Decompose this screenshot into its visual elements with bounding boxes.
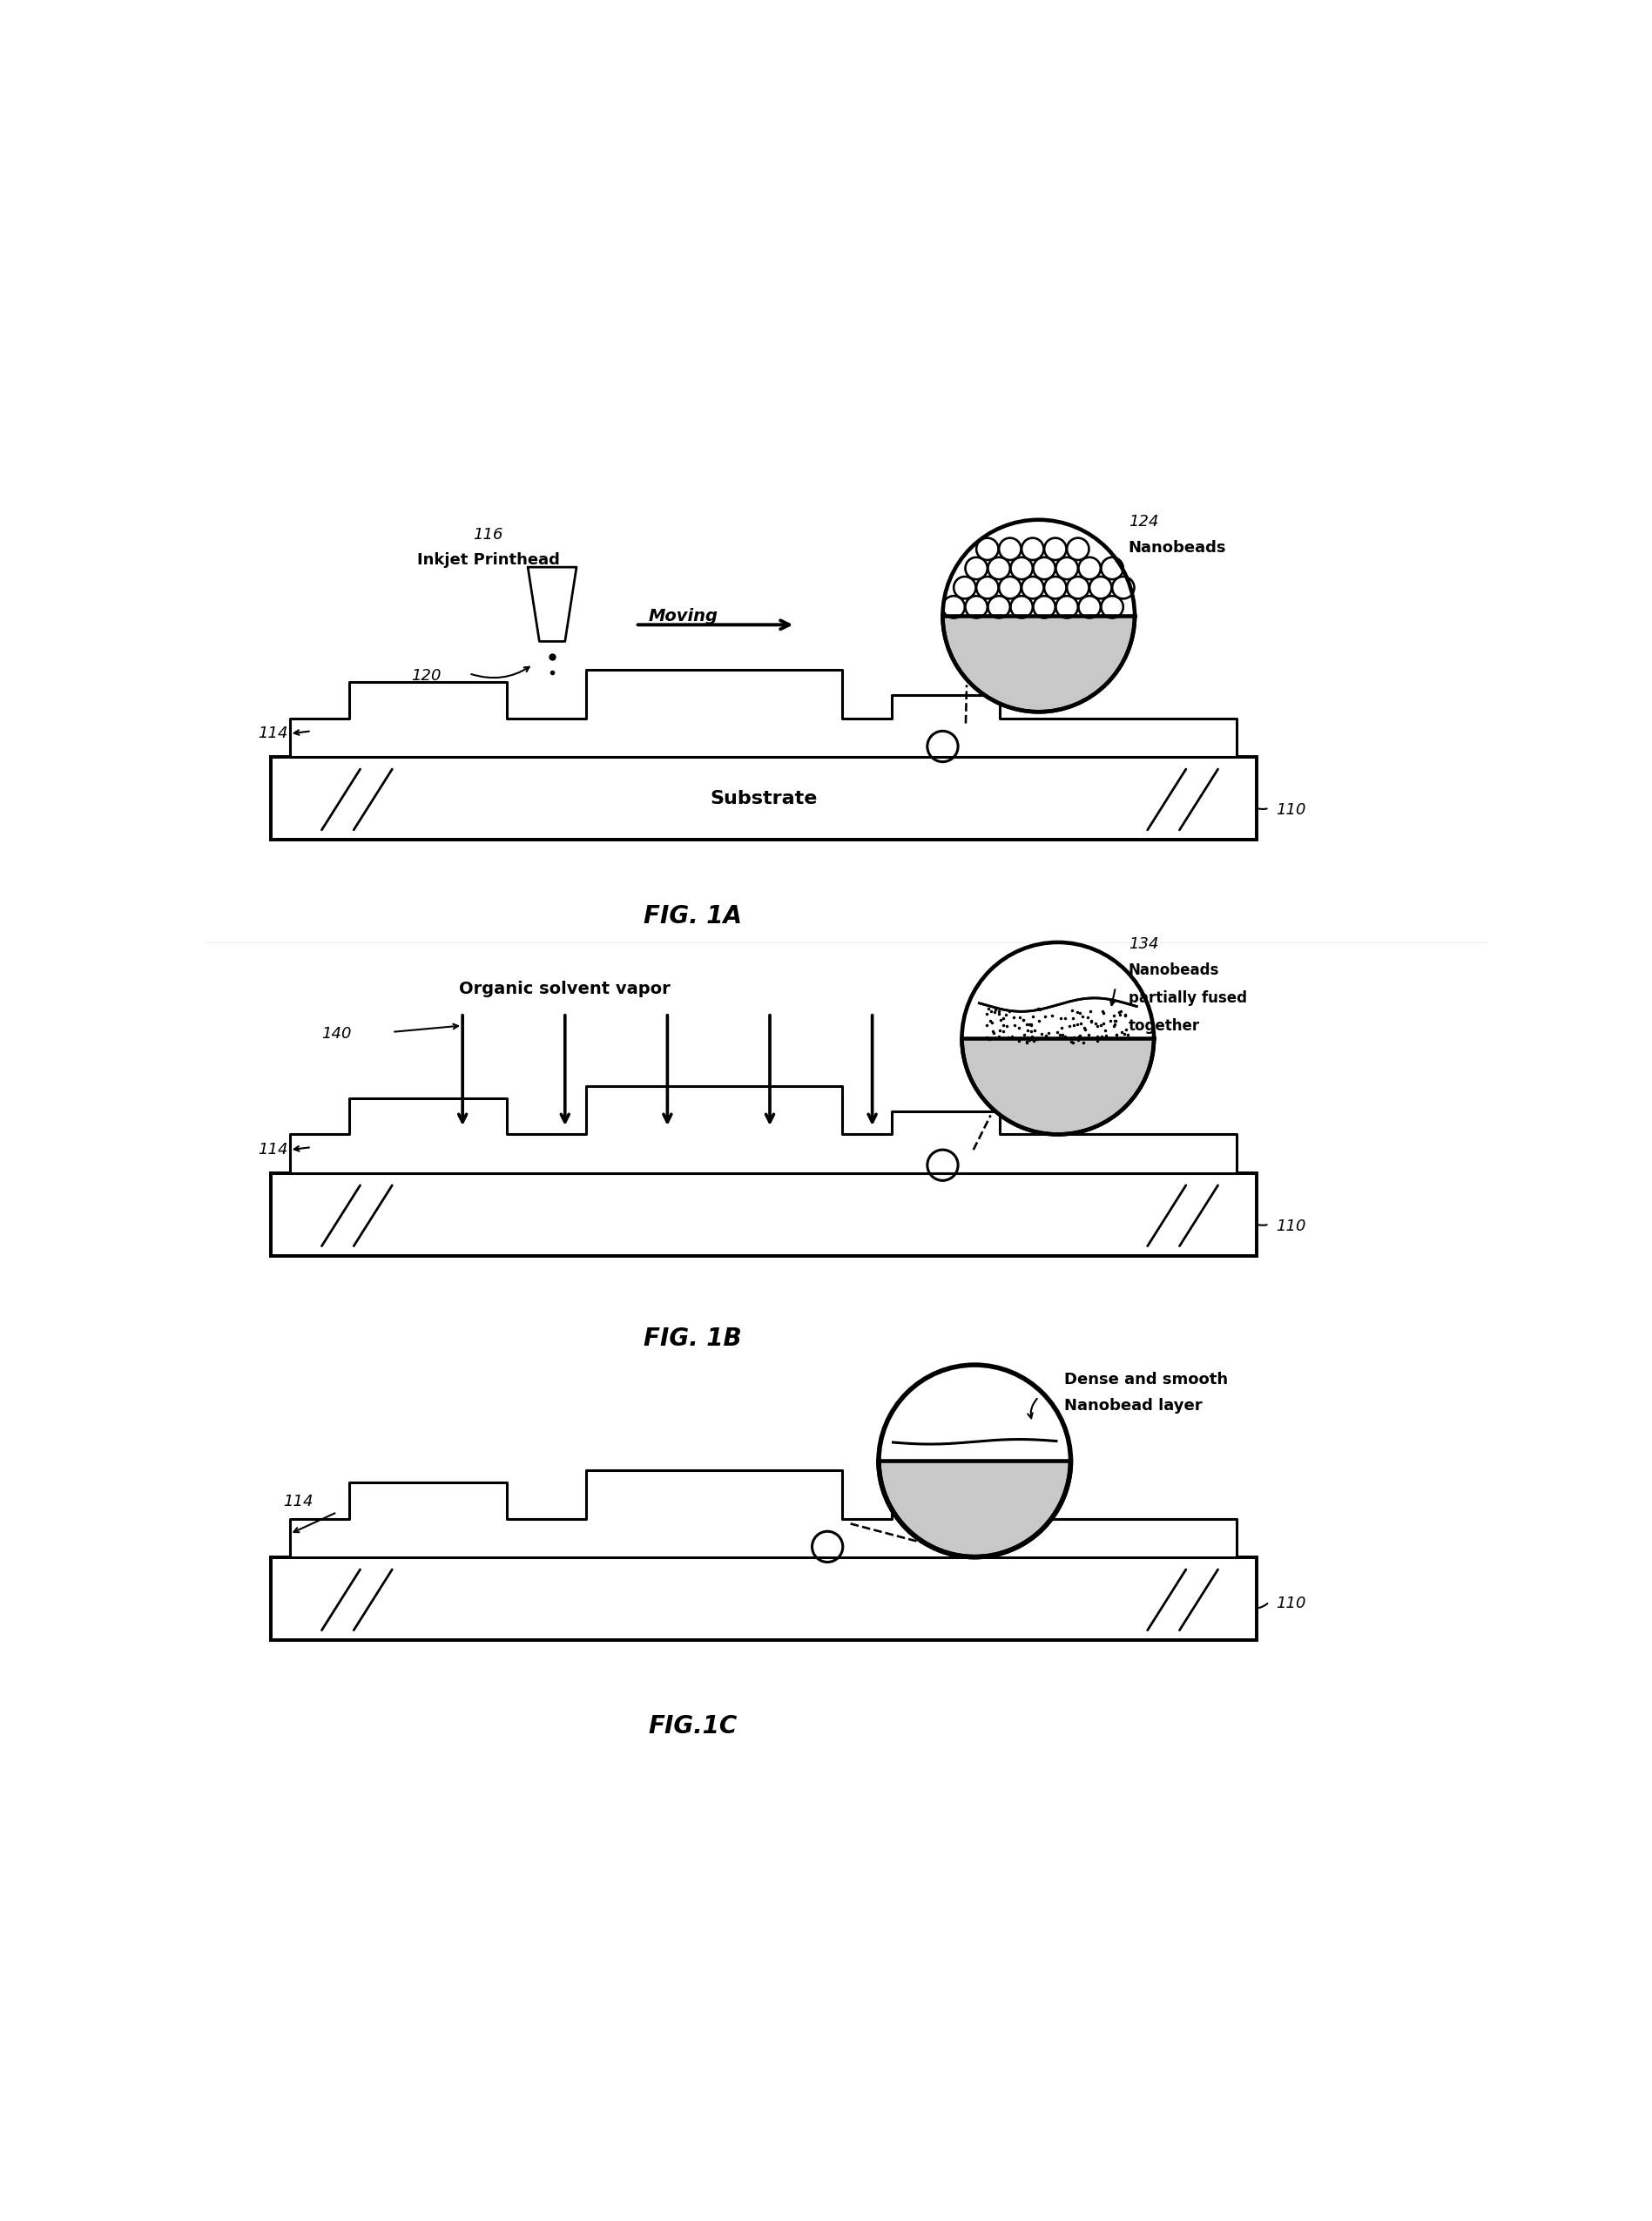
- Text: partially fused: partially fused: [1128, 991, 1247, 1006]
- Polygon shape: [291, 669, 1237, 757]
- Text: 110: 110: [1275, 1219, 1305, 1235]
- Polygon shape: [879, 1461, 1070, 1557]
- Text: Organic solvent vapor: Organic solvent vapor: [459, 979, 671, 997]
- Text: Moving: Moving: [648, 609, 719, 624]
- Text: 114: 114: [258, 1142, 287, 1157]
- Text: FIG. 1B: FIG. 1B: [644, 1326, 742, 1350]
- Bar: [271, 1557, 1256, 1639]
- Text: 110: 110: [1275, 1597, 1305, 1612]
- Text: 140: 140: [322, 1026, 352, 1042]
- Text: Inkjet Printhead: Inkjet Printhead: [416, 553, 560, 569]
- Text: 114: 114: [284, 1493, 314, 1510]
- Polygon shape: [291, 1086, 1237, 1173]
- Text: Substrate: Substrate: [710, 791, 818, 806]
- Polygon shape: [291, 1470, 1237, 1557]
- Text: FIG. 1A: FIG. 1A: [644, 904, 742, 928]
- Text: 114: 114: [258, 726, 287, 742]
- Text: Nanobead layer: Nanobead layer: [1064, 1397, 1203, 1413]
- Text: Dense and smooth: Dense and smooth: [1064, 1373, 1227, 1388]
- Text: 134: 134: [1128, 937, 1158, 953]
- Polygon shape: [529, 566, 577, 642]
- Polygon shape: [943, 615, 1135, 713]
- Bar: [271, 1173, 1256, 1257]
- Text: FIG.1C: FIG.1C: [649, 1715, 737, 1739]
- Text: Nanobeads: Nanobeads: [1128, 540, 1226, 555]
- Text: 116: 116: [472, 526, 504, 542]
- Text: Nanobeads: Nanobeads: [1128, 962, 1219, 977]
- Bar: [271, 757, 1256, 840]
- Text: 110: 110: [1275, 802, 1305, 817]
- Text: together: together: [1128, 1019, 1199, 1035]
- Polygon shape: [961, 1039, 1153, 1135]
- Text: 120: 120: [411, 669, 441, 684]
- Text: 124: 124: [1128, 513, 1158, 529]
